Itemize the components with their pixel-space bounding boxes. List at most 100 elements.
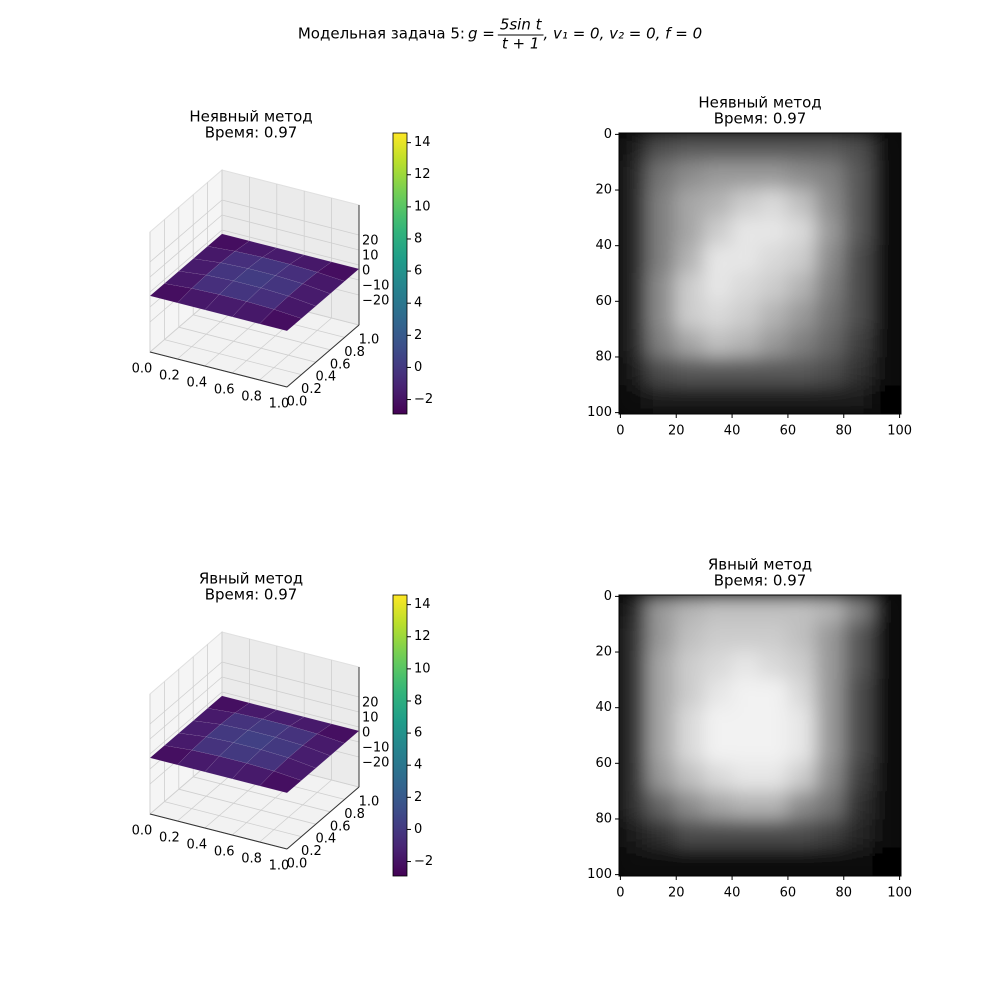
pixel [787, 819, 817, 849]
pixel [731, 735, 761, 765]
pixel [872, 188, 901, 218]
colorbar-tick-label: 12 [414, 629, 431, 644]
pixel [731, 706, 761, 736]
pixel [619, 678, 648, 708]
pixel [759, 216, 789, 246]
pixel [872, 791, 901, 821]
pixel [787, 357, 817, 387]
pixel [619, 735, 648, 765]
pixel [872, 678, 901, 708]
x-tick-label: 0.8 [241, 852, 262, 867]
z-tick-label: 10 [362, 249, 379, 264]
pixel [731, 357, 761, 387]
pixel [674, 133, 705, 162]
pixel [646, 329, 676, 359]
pixel [674, 678, 705, 708]
pixel [844, 763, 874, 793]
colorbar-tick-label: 12 [414, 167, 431, 182]
x-tick-label: 80 [835, 424, 852, 439]
x-tick-label: 0 [616, 424, 624, 439]
y-tick-label: 0 [604, 589, 612, 604]
pixel [703, 819, 733, 849]
pixel [759, 706, 789, 736]
pixel [646, 357, 676, 387]
y-tick-label: 100 [587, 867, 612, 882]
x-tick-label: 100 [887, 424, 912, 439]
x-tick-label: 0.2 [159, 831, 180, 846]
suptitle-suffix: , v₁ = 0, v₂ = 0, f = 0 [544, 25, 703, 43]
pixel [674, 763, 705, 793]
image-plot: 0 20 40 60 80 100 0 20 40 60 80 100 [587, 127, 912, 439]
pixel [703, 595, 733, 624]
pixel [759, 160, 789, 190]
pixel [787, 735, 817, 765]
pixel [815, 622, 846, 652]
pixel [646, 763, 676, 793]
pixel [844, 244, 874, 274]
y-tick-label: 100 [587, 405, 612, 420]
pixel [619, 595, 648, 624]
pixel [731, 216, 761, 246]
pixel [703, 763, 733, 793]
colorbar [392, 594, 408, 877]
x-tick-label: 0.8 [241, 390, 262, 405]
pixel [674, 188, 705, 218]
pixel [759, 763, 789, 793]
y-tick-label: 80 [595, 811, 612, 826]
suptitle-denominator: t + 1 [502, 35, 540, 53]
z-tick-label: 20 [362, 696, 379, 711]
z-tick-label: 0 [362, 264, 370, 279]
pixel [731, 595, 761, 624]
pixel [646, 216, 676, 246]
pixel [759, 385, 789, 414]
pixel [619, 329, 648, 359]
pixel [731, 160, 761, 190]
pixel [872, 160, 901, 190]
x-tick-label: 0 [616, 886, 624, 901]
pixel [787, 763, 817, 793]
pixel [787, 301, 817, 331]
pixel [619, 188, 648, 218]
y-tick-label: 0.0 [287, 857, 308, 872]
surface-face [273, 757, 317, 781]
pixel [703, 301, 733, 331]
colorbar-tick-label: 14 [414, 135, 431, 150]
pixel [815, 216, 846, 246]
z-tick-label: −20 [362, 294, 389, 309]
pixel [815, 244, 846, 274]
pixel [619, 650, 648, 680]
pixel [844, 357, 874, 387]
z-tick-label: 20 [362, 234, 379, 249]
pixel [731, 133, 761, 162]
pixel [787, 160, 817, 190]
grid-line [149, 229, 360, 293]
grid-line [149, 214, 360, 278]
pixel [703, 385, 733, 414]
z-tick-label: −20 [362, 756, 389, 771]
pixel [674, 847, 705, 876]
colorbar-tick-label: −2 [414, 854, 433, 869]
pixel [619, 622, 648, 652]
subplot-subtitle: Время: 0.97 [205, 586, 298, 604]
z-tick-label: −10 [362, 741, 389, 756]
pixel [646, 791, 676, 821]
pixel [844, 650, 874, 680]
colorbar-tick-label: 6 [414, 264, 422, 279]
pixel [844, 819, 874, 849]
pixel [815, 735, 846, 765]
colorbar-tick-label: −2 [414, 392, 433, 407]
subplot-title: Явный метод [708, 556, 812, 574]
surface-face [302, 733, 346, 756]
pixel [619, 301, 648, 331]
subplot-subtitle: Время: 0.97 [205, 124, 298, 142]
pixel [674, 329, 705, 359]
pixel [759, 791, 789, 821]
subplot-subtitle: Время: 0.97 [714, 110, 807, 128]
pixel [703, 706, 733, 736]
pixel [731, 622, 761, 652]
pixel [646, 622, 676, 652]
y-tick-label: 60 [595, 294, 612, 309]
colorbar-tick-label: 10 [414, 199, 431, 214]
